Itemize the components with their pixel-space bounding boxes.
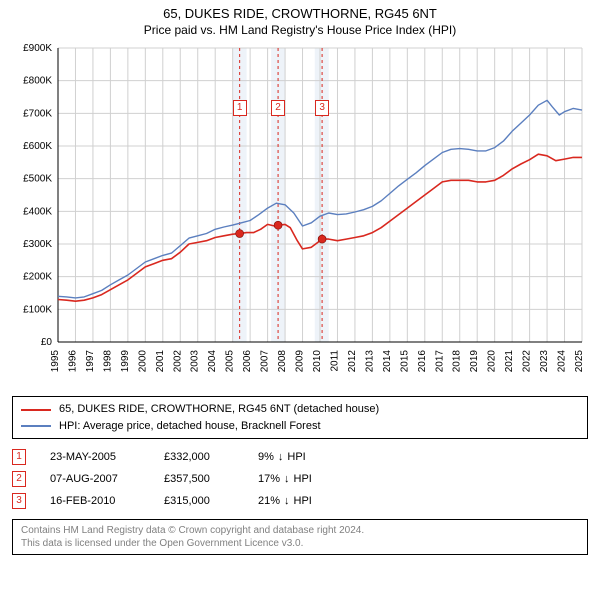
svg-text:2010: 2010 [312, 350, 323, 373]
down-arrow-icon: ↓ [278, 451, 284, 463]
svg-text:£400K: £400K [23, 207, 52, 218]
sale-marker-label: 1 [233, 100, 247, 116]
sale-date: 07-AUG-2007 [50, 473, 140, 485]
legend-label-property: 65, DUKES RIDE, CROWTHORNE, RG45 6NT (de… [59, 401, 379, 418]
svg-text:1997: 1997 [85, 350, 96, 373]
down-arrow-icon: ↓ [284, 473, 290, 485]
svg-text:2013: 2013 [364, 350, 375, 373]
legend-row: HPI: Average price, detached house, Brac… [21, 418, 579, 435]
sale-row: 3 16-FEB-2010 £315,000 21% ↓ HPI [12, 493, 588, 509]
svg-text:2025: 2025 [574, 350, 585, 373]
svg-text:2024: 2024 [557, 350, 568, 373]
sale-date: 16-FEB-2010 [50, 495, 140, 507]
legend-box: 65, DUKES RIDE, CROWTHORNE, RG45 6NT (de… [12, 396, 588, 439]
chart-title-subtitle: Price paid vs. HM Land Registry's House … [10, 23, 590, 39]
down-arrow-icon: ↓ [284, 495, 290, 507]
attribution-line: This data is licensed under the Open Gov… [21, 537, 579, 550]
svg-text:2009: 2009 [295, 350, 306, 373]
sale-index-badge: 1 [12, 449, 26, 465]
sale-price: £357,500 [164, 473, 234, 485]
svg-text:2022: 2022 [522, 350, 533, 373]
sale-price: £315,000 [164, 495, 234, 507]
sale-marker-label: 3 [315, 100, 329, 116]
legend-swatch-hpi [21, 425, 51, 427]
svg-text:£300K: £300K [23, 239, 52, 250]
sale-index-badge: 2 [12, 471, 26, 487]
legend-row: 65, DUKES RIDE, CROWTHORNE, RG45 6NT (de… [21, 401, 579, 418]
attribution-line: Contains HM Land Registry data © Crown c… [21, 524, 579, 537]
svg-text:2020: 2020 [487, 350, 498, 373]
svg-text:2021: 2021 [504, 350, 515, 373]
sale-row: 2 07-AUG-2007 £357,500 17% ↓ HPI [12, 471, 588, 487]
legend-label-hpi: HPI: Average price, detached house, Brac… [59, 418, 321, 435]
sale-marker-label: 2 [271, 100, 285, 116]
svg-text:£900K: £900K [23, 43, 52, 54]
svg-text:£600K: £600K [23, 141, 52, 152]
sales-table: 1 23-MAY-2005 £332,000 9% ↓ HPI 2 07-AUG… [12, 449, 588, 515]
svg-text:£800K: £800K [23, 76, 52, 87]
sale-row: 1 23-MAY-2005 £332,000 9% ↓ HPI [12, 449, 588, 465]
title-block: 65, DUKES RIDE, CROWTHORNE, RG45 6NT Pri… [10, 6, 590, 38]
svg-text:2016: 2016 [417, 350, 428, 373]
svg-text:2017: 2017 [434, 350, 445, 373]
svg-text:£0: £0 [41, 337, 53, 348]
chart-container: 65, DUKES RIDE, CROWTHORNE, RG45 6NT Pri… [0, 0, 600, 590]
svg-text:2000: 2000 [137, 350, 148, 373]
svg-text:2019: 2019 [469, 350, 480, 373]
legend-swatch-property [21, 409, 51, 411]
svg-text:2006: 2006 [242, 350, 253, 373]
chart-area: £0 £100K £200K £300K £400K £500K £600K £700K £80… [10, 42, 590, 392]
svg-text:2014: 2014 [382, 350, 393, 373]
sale-date: 23-MAY-2005 [50, 451, 140, 463]
chart-title-address: 65, DUKES RIDE, CROWTHORNE, RG45 6NT [10, 6, 590, 23]
svg-text:1995: 1995 [50, 350, 61, 373]
svg-text:2015: 2015 [399, 350, 410, 373]
svg-text:1996: 1996 [67, 350, 78, 373]
attribution-box: Contains HM Land Registry data © Crown c… [12, 519, 588, 555]
svg-text:£500K: £500K [23, 174, 52, 185]
svg-text:2011: 2011 [329, 350, 340, 372]
svg-text:£200K: £200K [23, 272, 52, 283]
sale-delta: 9% ↓ HPI [258, 451, 338, 463]
svg-text:£100K: £100K [23, 305, 52, 316]
svg-text:1998: 1998 [102, 350, 113, 373]
svg-text:2018: 2018 [452, 350, 463, 373]
sale-price: £332,000 [164, 451, 234, 463]
sale-delta: 21% ↓ HPI [258, 495, 338, 507]
sale-index-badge: 3 [12, 493, 26, 509]
svg-text:2005: 2005 [225, 350, 236, 373]
svg-text:1999: 1999 [120, 350, 131, 373]
sale-delta: 17% ↓ HPI [258, 473, 338, 485]
svg-text:2001: 2001 [155, 350, 166, 373]
svg-text:2008: 2008 [277, 350, 288, 373]
svg-text:2012: 2012 [347, 350, 358, 373]
svg-text:2004: 2004 [207, 350, 218, 373]
svg-text:2007: 2007 [260, 350, 271, 373]
svg-text:2002: 2002 [172, 350, 183, 373]
svg-text:£700K: £700K [23, 109, 52, 120]
svg-text:2003: 2003 [190, 350, 201, 373]
svg-text:2023: 2023 [539, 350, 550, 373]
line-chart-svg: £0 £100K £200K £300K £400K £500K £600K £700K £80… [10, 42, 590, 392]
